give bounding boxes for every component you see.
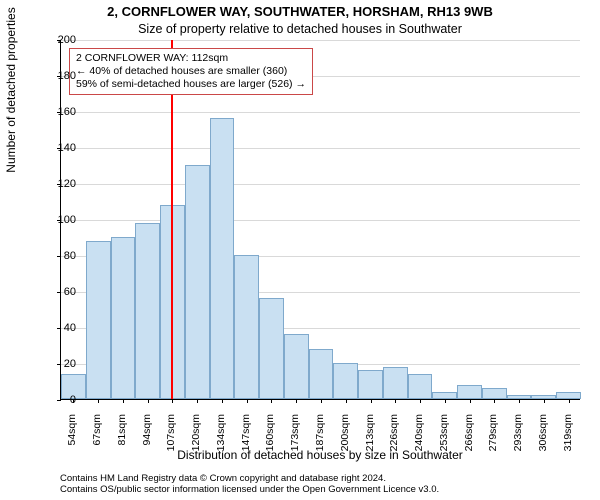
x-tick-mark — [247, 399, 248, 403]
histogram-bar — [234, 255, 259, 399]
chart-title-line1: 2, CORNFLOWER WAY, SOUTHWATER, HORSHAM, … — [0, 4, 600, 19]
histogram-bar — [309, 349, 334, 399]
y-tick-label: 60 — [36, 286, 76, 298]
x-tick-mark — [371, 399, 372, 403]
histogram-bar — [86, 241, 111, 399]
x-tick-mark — [544, 399, 545, 403]
histogram-bar — [210, 118, 235, 399]
annotation-line: 59% of semi-detached houses are larger (… — [76, 78, 306, 91]
x-tick-mark — [98, 399, 99, 403]
x-tick-mark — [395, 399, 396, 403]
annotation-line: 2 CORNFLOWER WAY: 112sqm — [76, 52, 306, 65]
y-tick-label: 200 — [36, 34, 76, 46]
x-tick-mark — [321, 399, 322, 403]
annotation-line: ← 40% of detached houses are smaller (36… — [76, 65, 306, 78]
grid-line — [61, 112, 580, 113]
histogram-bar — [333, 363, 358, 399]
x-tick-mark — [172, 399, 173, 403]
y-tick-label: 160 — [36, 106, 76, 118]
grid-line — [61, 148, 580, 149]
x-tick-mark — [346, 399, 347, 403]
y-tick-label: 40 — [36, 322, 76, 334]
x-tick-mark — [296, 399, 297, 403]
y-tick-label: 120 — [36, 178, 76, 190]
x-tick-mark — [148, 399, 149, 403]
histogram-bar — [259, 298, 284, 399]
histogram-bar — [111, 237, 136, 399]
y-tick-label: 20 — [36, 358, 76, 370]
histogram-bar — [432, 392, 457, 399]
grid-line — [61, 220, 580, 221]
x-tick-mark — [445, 399, 446, 403]
x-tick-mark — [197, 399, 198, 403]
x-axis-label: Distribution of detached houses by size … — [60, 448, 580, 462]
annotation-box: 2 CORNFLOWER WAY: 112sqm← 40% of detache… — [69, 48, 313, 95]
y-tick-label: 140 — [36, 142, 76, 154]
footer-line2: Contains OS/public sector information li… — [60, 485, 439, 496]
grid-line — [61, 40, 580, 41]
x-tick-mark — [420, 399, 421, 403]
y-tick-label: 80 — [36, 250, 76, 262]
histogram-bar — [482, 388, 507, 399]
x-tick-mark — [123, 399, 124, 403]
histogram-bar — [135, 223, 160, 399]
footer-attribution: Contains HM Land Registry data © Crown c… — [60, 474, 439, 496]
x-tick-mark — [470, 399, 471, 403]
histogram-bar — [383, 367, 408, 399]
y-axis-label: Number of detached properties — [4, 0, 20, 340]
histogram-bar — [457, 385, 482, 399]
x-tick-mark — [271, 399, 272, 403]
chart-title-line2: Size of property relative to detached ho… — [0, 22, 600, 36]
x-tick-mark — [519, 399, 520, 403]
y-tick-label: 0 — [36, 394, 76, 406]
grid-line — [61, 184, 580, 185]
histogram-bar — [284, 334, 309, 399]
histogram-bar — [556, 392, 581, 399]
histogram-bar — [408, 374, 433, 399]
chart-container: 2, CORNFLOWER WAY, SOUTHWATER, HORSHAM, … — [0, 0, 600, 500]
y-tick-label: 180 — [36, 70, 76, 82]
x-tick-mark — [494, 399, 495, 403]
x-tick-mark — [569, 399, 570, 403]
plot-area: 2 CORNFLOWER WAY: 112sqm← 40% of detache… — [60, 40, 580, 400]
y-tick-label: 100 — [36, 214, 76, 226]
histogram-bar — [185, 165, 210, 399]
x-tick-mark — [222, 399, 223, 403]
histogram-bar — [358, 370, 383, 399]
